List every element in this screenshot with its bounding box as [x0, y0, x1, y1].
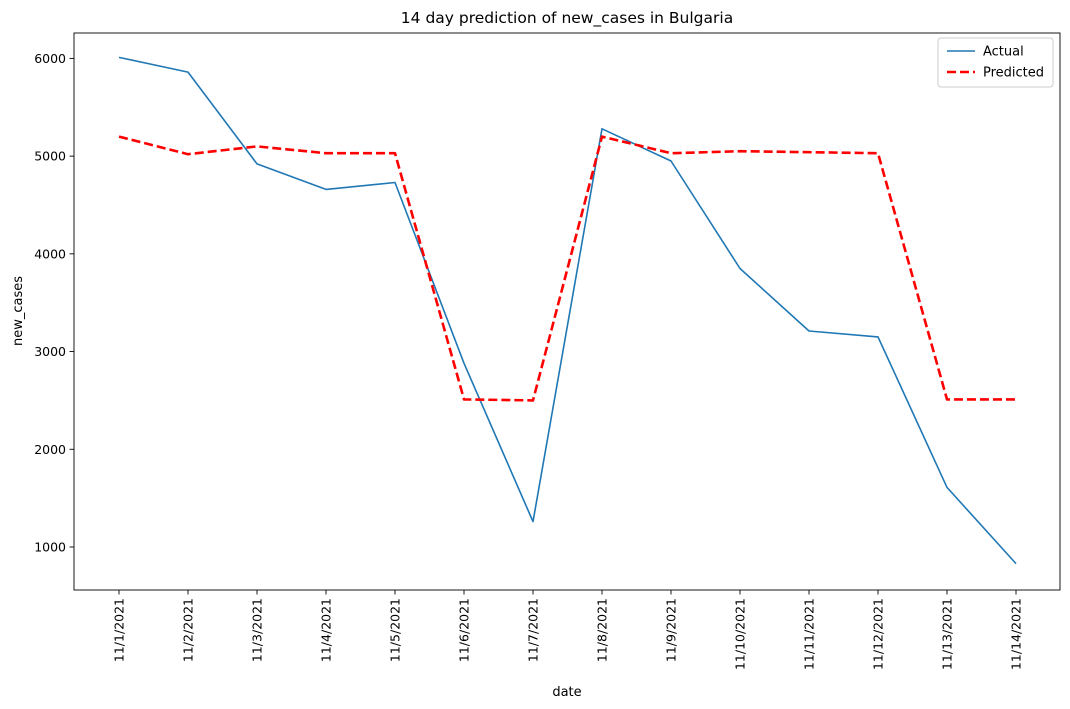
x-tick-label: 11/7/2021 [526, 598, 541, 662]
y-axis: 1000 2000 3000 4000 5000 6000 [34, 51, 74, 555]
y-tick-label: 5000 [34, 149, 66, 164]
x-tick-label: 11/5/2021 [388, 598, 403, 662]
x-tick-label: 11/9/2021 [664, 598, 679, 662]
x-tick-label: 11/4/2021 [319, 598, 334, 662]
x-tick-label: 11/6/2021 [457, 598, 472, 662]
legend-label-predicted: Predicted [983, 66, 1044, 81]
x-tick-label: 11/2/2021 [181, 598, 196, 662]
y-tick-label: 1000 [34, 540, 66, 555]
x-tick-label: 11/13/2021 [940, 598, 955, 670]
y-tick-label: 6000 [34, 51, 66, 66]
plot-area-frame [73, 32, 1061, 591]
x-tick-label: 11/14/2021 [1009, 598, 1024, 670]
x-tick-label: 11/3/2021 [250, 598, 265, 662]
legend: Actual Predicted [937, 37, 1054, 88]
series-line-actual [118, 56, 1017, 565]
y-tick-label: 2000 [34, 442, 66, 457]
x-axis: 11/1/2021 11/2/2021 11/3/2021 11/4/2021 11/5… [112, 590, 1024, 670]
legend-label-actual: Actual [983, 45, 1024, 60]
chart-title: 14 day prediction of new_cases in Bulgar… [401, 9, 733, 28]
y-axis-label: new_cases [11, 276, 26, 346]
series-layer [118, 56, 1017, 565]
x-axis-label: date [552, 685, 581, 700]
y-tick-label: 4000 [34, 246, 66, 261]
x-tick-label: 11/10/2021 [733, 598, 748, 670]
x-tick-label: 11/1/2021 [112, 598, 127, 662]
series-line-predicted [118, 135, 1016, 402]
y-tick-label: 3000 [34, 344, 66, 359]
x-tick-label: 11/8/2021 [595, 598, 610, 662]
x-tick-label: 11/12/2021 [871, 598, 886, 670]
x-tick-label: 11/11/2021 [802, 598, 817, 670]
